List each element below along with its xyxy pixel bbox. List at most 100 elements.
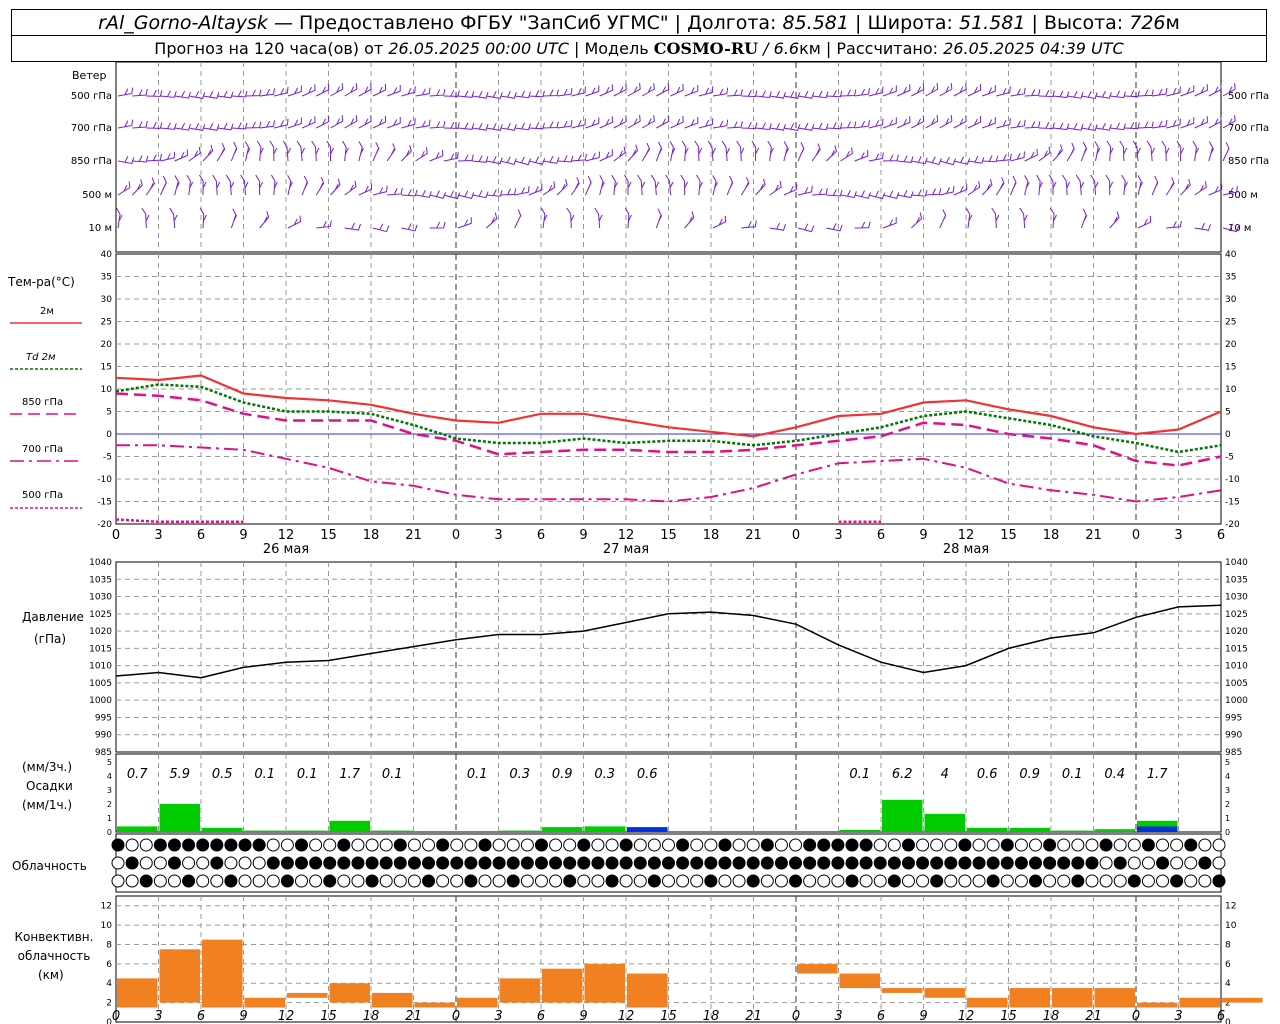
wind-barb bbox=[1222, 142, 1230, 162]
cloud-cover-icon bbox=[450, 838, 464, 852]
precip-bar bbox=[967, 827, 1008, 832]
wind-barb bbox=[670, 116, 684, 129]
conv_panel-ytick-left: 8 bbox=[106, 940, 112, 950]
cloud-cover-icon bbox=[972, 838, 986, 852]
wind-barb bbox=[911, 83, 925, 97]
cloud-cover-icon bbox=[309, 838, 323, 852]
wind-barb bbox=[146, 154, 163, 162]
temp_panel-ytick-right: 35 bbox=[1225, 273, 1236, 283]
cloud-cover-icon bbox=[676, 856, 690, 870]
wind-barb bbox=[707, 140, 716, 162]
wind-barb bbox=[342, 140, 349, 162]
cloud-cover-icon bbox=[252, 838, 266, 852]
cloud-cover-icon bbox=[676, 874, 690, 888]
wind-barb bbox=[939, 156, 957, 166]
cloud-cover-icon bbox=[1156, 838, 1170, 852]
precip_panel-ytick-right: 2 bbox=[1225, 800, 1230, 809]
wind-barb bbox=[1165, 177, 1175, 196]
temp-series-1 bbox=[115, 383, 1222, 454]
cloud-cover-icon bbox=[534, 856, 548, 870]
wind-barb bbox=[1080, 208, 1088, 229]
wind-barb bbox=[131, 179, 143, 196]
temp_panel-ytick-right: -20 bbox=[1225, 520, 1240, 530]
wind-barb bbox=[965, 207, 973, 229]
cloud-cover-icon bbox=[1099, 838, 1113, 852]
cloud-cover-icon bbox=[774, 838, 788, 852]
wind-barb bbox=[1024, 175, 1030, 196]
wind-barb bbox=[1095, 122, 1112, 131]
cloud-cover-icon bbox=[1212, 874, 1226, 888]
wind-barb bbox=[769, 122, 786, 131]
wind-barb bbox=[116, 207, 123, 229]
wind-barb bbox=[1137, 89, 1154, 97]
wind-barb bbox=[939, 114, 953, 129]
conv_panel-ytick-left: 2 bbox=[106, 999, 112, 1009]
cloud-cover-icon bbox=[534, 874, 548, 888]
latitude-value: 51.581 bbox=[958, 12, 1026, 34]
wind-barb bbox=[230, 141, 238, 162]
cloud-title: Облачность bbox=[12, 859, 87, 873]
precip_panel-ytick-left: 3 bbox=[107, 786, 112, 795]
wind-barb bbox=[1105, 174, 1114, 196]
cloud-cover-icon bbox=[266, 856, 280, 870]
cloud-cover-icon bbox=[817, 856, 831, 870]
cloud-cover-icon bbox=[901, 874, 915, 888]
wind-barb bbox=[1067, 90, 1084, 99]
wind-barb bbox=[613, 115, 627, 129]
cloud-cover-icon bbox=[1113, 838, 1127, 852]
conv-cloud-bar bbox=[499, 978, 540, 1003]
cloud-cover-icon bbox=[1000, 856, 1014, 870]
day-label: 26 мая bbox=[263, 542, 309, 557]
pressure_panel-ytick-left: 1025 bbox=[89, 610, 112, 620]
x-tick-label-temp: 6 bbox=[1217, 528, 1225, 543]
wind-barb bbox=[202, 90, 220, 99]
cloud-cover-icon bbox=[1071, 838, 1085, 852]
x-tick-label-conv: 6 bbox=[1217, 1009, 1225, 1024]
wind-barb bbox=[415, 189, 432, 198]
cloud-cover-icon bbox=[944, 856, 958, 870]
cloud-cover-icon bbox=[845, 838, 859, 852]
cloud-cover-icon bbox=[789, 874, 803, 888]
cloud-cover-icon bbox=[407, 838, 421, 852]
cloud-cover-icon bbox=[930, 874, 944, 888]
wind-barb bbox=[1208, 141, 1215, 162]
wind-barb bbox=[1048, 174, 1057, 196]
wind-barb bbox=[1081, 90, 1098, 99]
cloud-cover-icon bbox=[351, 856, 365, 870]
temp_panel-ytick-left: 5 bbox=[106, 408, 112, 418]
temp-series-0 bbox=[115, 374, 1222, 438]
wind-barb bbox=[1180, 117, 1195, 129]
wind-barb bbox=[783, 90, 801, 99]
cloud-cover-icon bbox=[309, 874, 323, 888]
cloud-cover-icon bbox=[520, 856, 534, 870]
cloud-cover-icon bbox=[125, 856, 139, 870]
wind-barb bbox=[216, 142, 226, 162]
temp_panel-ytick-left: 10 bbox=[101, 385, 113, 395]
cloud-cover-icon bbox=[506, 856, 520, 870]
cloud-cover-icon bbox=[1043, 838, 1057, 852]
wind-barb bbox=[287, 215, 301, 229]
wind-barb bbox=[401, 118, 416, 129]
wind-barb bbox=[344, 180, 357, 196]
latitude-label: | Широта: bbox=[855, 12, 953, 34]
cloud-cover-icon bbox=[958, 838, 972, 852]
wind-level-left: 500 гПа bbox=[71, 91, 112, 102]
temp_panel-ytick-right: 25 bbox=[1225, 318, 1236, 328]
precip-title: Осадки bbox=[26, 779, 73, 793]
wind-barb bbox=[1123, 122, 1140, 130]
cloud-cover-icon bbox=[1043, 874, 1057, 888]
cloud-cover-icon bbox=[1170, 874, 1184, 888]
wind-barb bbox=[982, 155, 999, 163]
wind-barb bbox=[326, 140, 334, 162]
wind-barb bbox=[696, 174, 703, 196]
cloud-cover-icon bbox=[266, 838, 280, 852]
cloud-cover-icon bbox=[422, 856, 436, 870]
wind-barb bbox=[1180, 85, 1195, 97]
cloud-cover-icon bbox=[887, 856, 901, 870]
cloud-cover-icon bbox=[690, 838, 704, 852]
cloud-cover-icon bbox=[520, 874, 534, 888]
pressure_panel-ytick-right: 1020 bbox=[1225, 627, 1248, 637]
cloud-cover-icon bbox=[153, 838, 167, 852]
precip-bar bbox=[159, 804, 200, 832]
wind-barb bbox=[270, 174, 278, 196]
